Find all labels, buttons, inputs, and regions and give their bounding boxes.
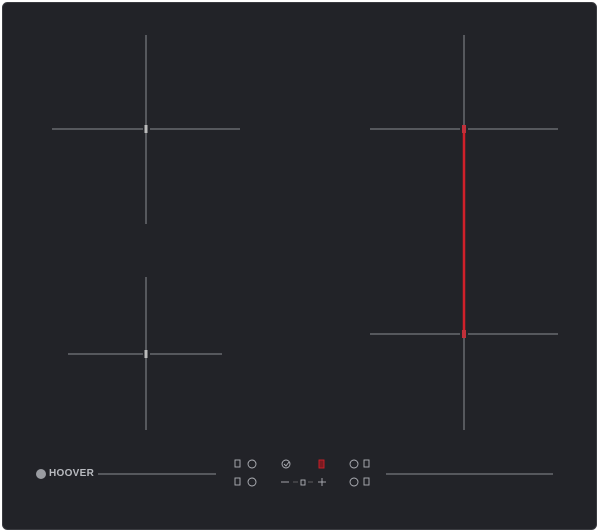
timer-icon[interactable]: [281, 459, 291, 469]
zone-rear-left[interactable]: [52, 35, 240, 224]
zone-select-icon[interactable]: [234, 477, 241, 486]
power-icon[interactable]: [247, 459, 257, 469]
brand-name: HOOVER: [49, 468, 95, 479]
zone-right-bridge[interactable]: [370, 35, 558, 430]
zone-select-icon[interactable]: [363, 459, 370, 468]
bridge-indicator-icon[interactable]: [318, 459, 325, 469]
hoover-logo-icon: [36, 468, 46, 479]
power-icon[interactable]: [349, 477, 359, 487]
power-icon[interactable]: [349, 459, 359, 469]
zone-select-icon[interactable]: [234, 459, 241, 468]
zone-front-left[interactable]: [68, 277, 222, 430]
zone-select-icon[interactable]: [363, 477, 370, 486]
plus-icon[interactable]: [318, 478, 326, 486]
lock-icon[interactable]: [300, 479, 306, 486]
brand-logo: HOOVER: [36, 468, 94, 479]
power-icon[interactable]: [247, 477, 257, 487]
